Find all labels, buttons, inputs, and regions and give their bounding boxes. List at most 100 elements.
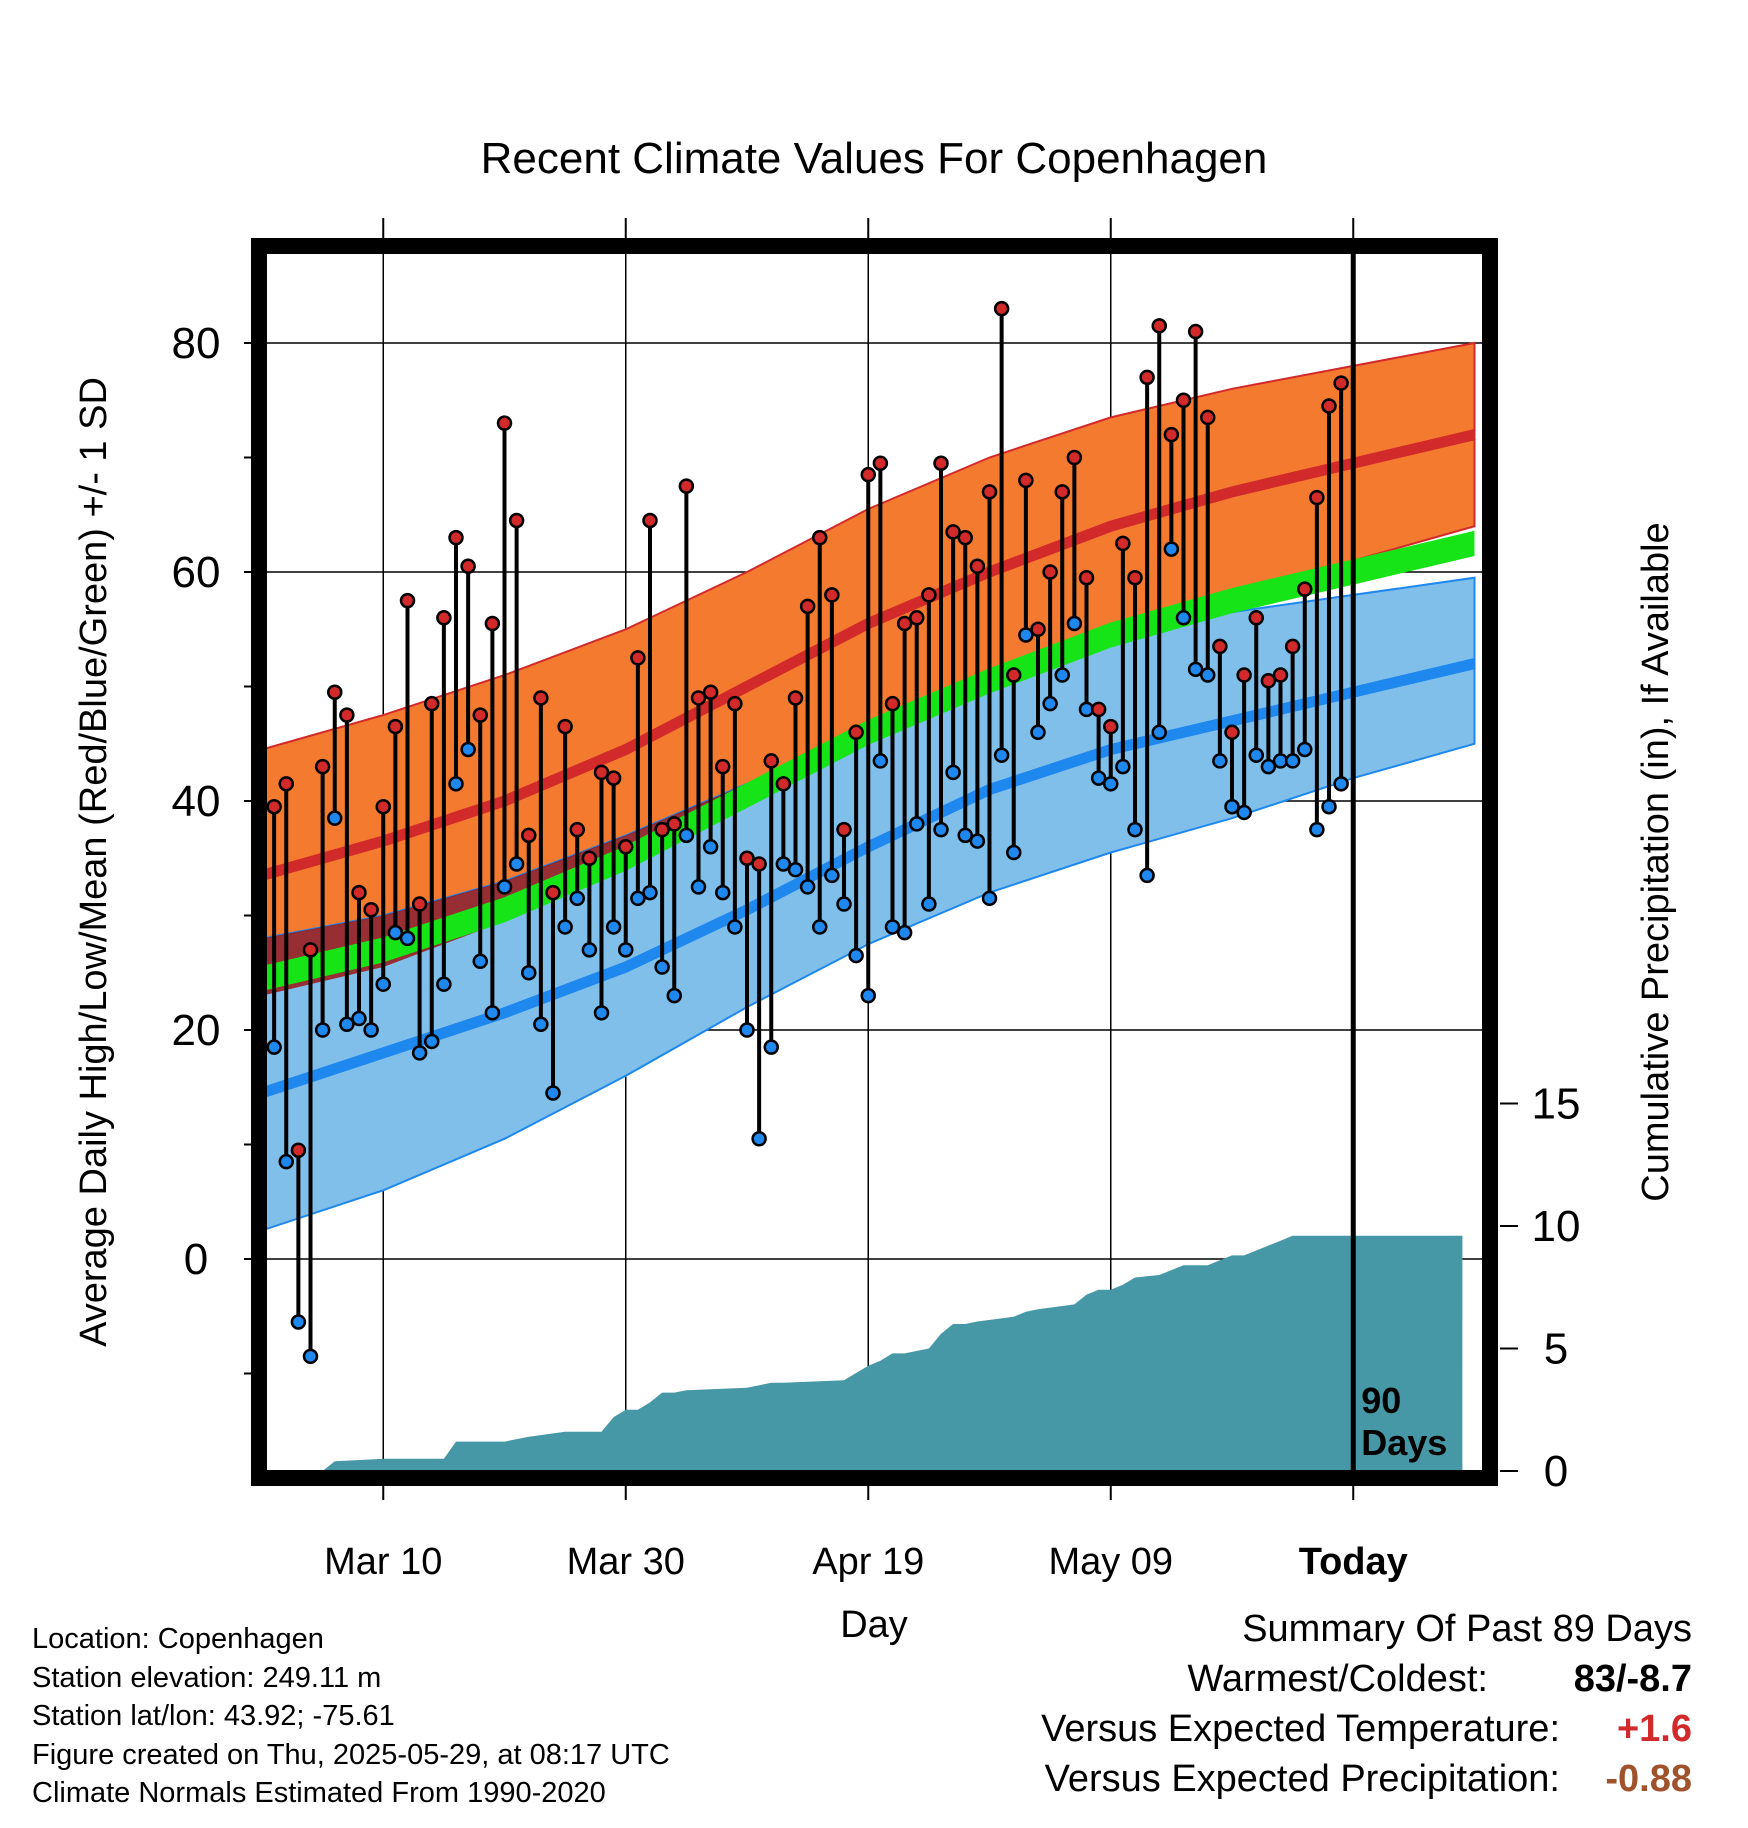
daily-stems [272,308,1344,1357]
high-temp-point [1248,610,1264,626]
low-temp-point [1030,724,1046,741]
low-temp-point [533,1016,549,1033]
high-temp-point [290,1142,307,1158]
low-temp-point [690,879,707,895]
y-axis-label-right: Cumulative Precipitation (in), If Availa… [1635,522,1677,1201]
low-temp-point [351,1010,367,1027]
high-temp-point [424,695,440,712]
high-temp-point [860,466,876,483]
high-temp-point [351,884,367,901]
daily-dots [266,300,1349,1365]
high-temp-point [1236,667,1252,683]
y-left-tick-label: 40 [172,777,221,826]
normals-text: Climate Normals Estimated From 1990-2020 [32,1777,606,1809]
low-temp-point [969,833,986,849]
low-temp-point [981,890,998,907]
high-temp-point [448,529,464,546]
high-temp-point [1030,621,1046,637]
x-tick-label: Mar 30 [567,1541,685,1583]
axes: 0 20 40 60 80 Mar 10 Mar 30 Apr 19 May 09 Today 0 5… [172,218,1581,1583]
low-temp-point [1212,753,1228,769]
high-temp-point [460,558,476,575]
high-temp-point [618,839,634,855]
low-temp-point [896,924,913,941]
low-temp-point [278,1153,294,1170]
high-temp-point [1103,718,1119,735]
high-temp-point [339,707,355,723]
x-tick-label: Apr 19 [812,1541,924,1583]
high-temp-point [812,529,828,546]
low-temp-point [424,1033,440,1050]
low-temp-point [1115,758,1131,775]
high-temp-point [945,524,961,540]
low-temp-point [1297,741,1313,758]
high-temp-point [605,770,622,786]
high-temp-point [799,598,816,615]
low-temp-point [836,896,852,912]
high-temp-point [739,850,755,866]
high-temp-point [1284,638,1301,655]
low-temp-point [545,1085,561,1101]
high-temp-point [715,758,731,775]
warmest-coldest-label: Warmest/Coldest: [1187,1658,1488,1700]
high-temp-point [666,816,682,832]
high-temp-point [921,587,937,603]
low-temp-point [678,827,695,844]
x-tick-label: May 09 [1048,1541,1173,1583]
low-temp-point [339,1016,355,1033]
low-temp-point [436,976,452,992]
high-temp-point [836,821,852,838]
low-temp-point [1066,615,1083,632]
low-temp-point [957,827,973,844]
low-temp-point [1284,753,1301,769]
low-temp-point [1054,667,1070,683]
low-temp-point [593,1005,610,1021]
low-temp-point [860,987,876,1004]
low-temp-point [787,861,804,878]
low-temp-point [557,919,573,935]
high-temp-point [1054,484,1070,500]
low-temp-point [739,1022,755,1038]
low-temp-point [1260,758,1277,775]
summary-panel: Summary Of Past 89 Days Warmest/Coldest:… [792,1608,1692,1808]
low-temp-point [751,1131,767,1147]
high-temp-point [496,415,513,431]
low-temp-point [799,879,816,895]
y-left-tick-label: 80 [172,319,221,368]
low-temp-point [448,776,464,792]
low-temp-point [1309,821,1325,838]
high-temp-point [1163,426,1180,443]
low-temp-point [399,930,416,947]
low-temp-point [1236,804,1252,821]
high-temp-point [1309,489,1325,506]
low-temp-point [1163,541,1180,557]
low-temp-point [460,741,476,758]
high-temp-point [630,650,646,666]
high-temp-point [375,798,391,815]
low-temp-point [1200,667,1216,683]
low-temp-point [848,947,864,964]
low-temp-point [945,764,961,781]
high-temp-point [1333,375,1349,391]
high-temp-point [957,529,973,546]
y-right-tick-label: 15 [1532,1080,1581,1129]
high-temp-point [969,558,986,575]
high-temp-point [690,690,707,706]
high-temp-point [933,455,949,471]
low-temp-point [387,924,404,941]
low-temp-point [666,987,682,1004]
low-temp-point [327,810,343,826]
y-right-tick-label: 5 [1544,1325,1568,1374]
chart-title: Recent Climate Values For Copenhagen [481,134,1268,183]
low-temp-point [1151,724,1167,741]
high-temp-point [775,776,792,792]
x-tick-label: Mar 10 [324,1541,442,1583]
low-temp-point [1139,867,1155,884]
low-temp-point [1018,627,1034,643]
high-temp-point [472,707,488,723]
x-tick-label: Today [1299,1541,1408,1583]
low-temp-point [763,1039,779,1055]
low-temp-point [715,884,731,901]
low-temp-point [1248,747,1264,763]
